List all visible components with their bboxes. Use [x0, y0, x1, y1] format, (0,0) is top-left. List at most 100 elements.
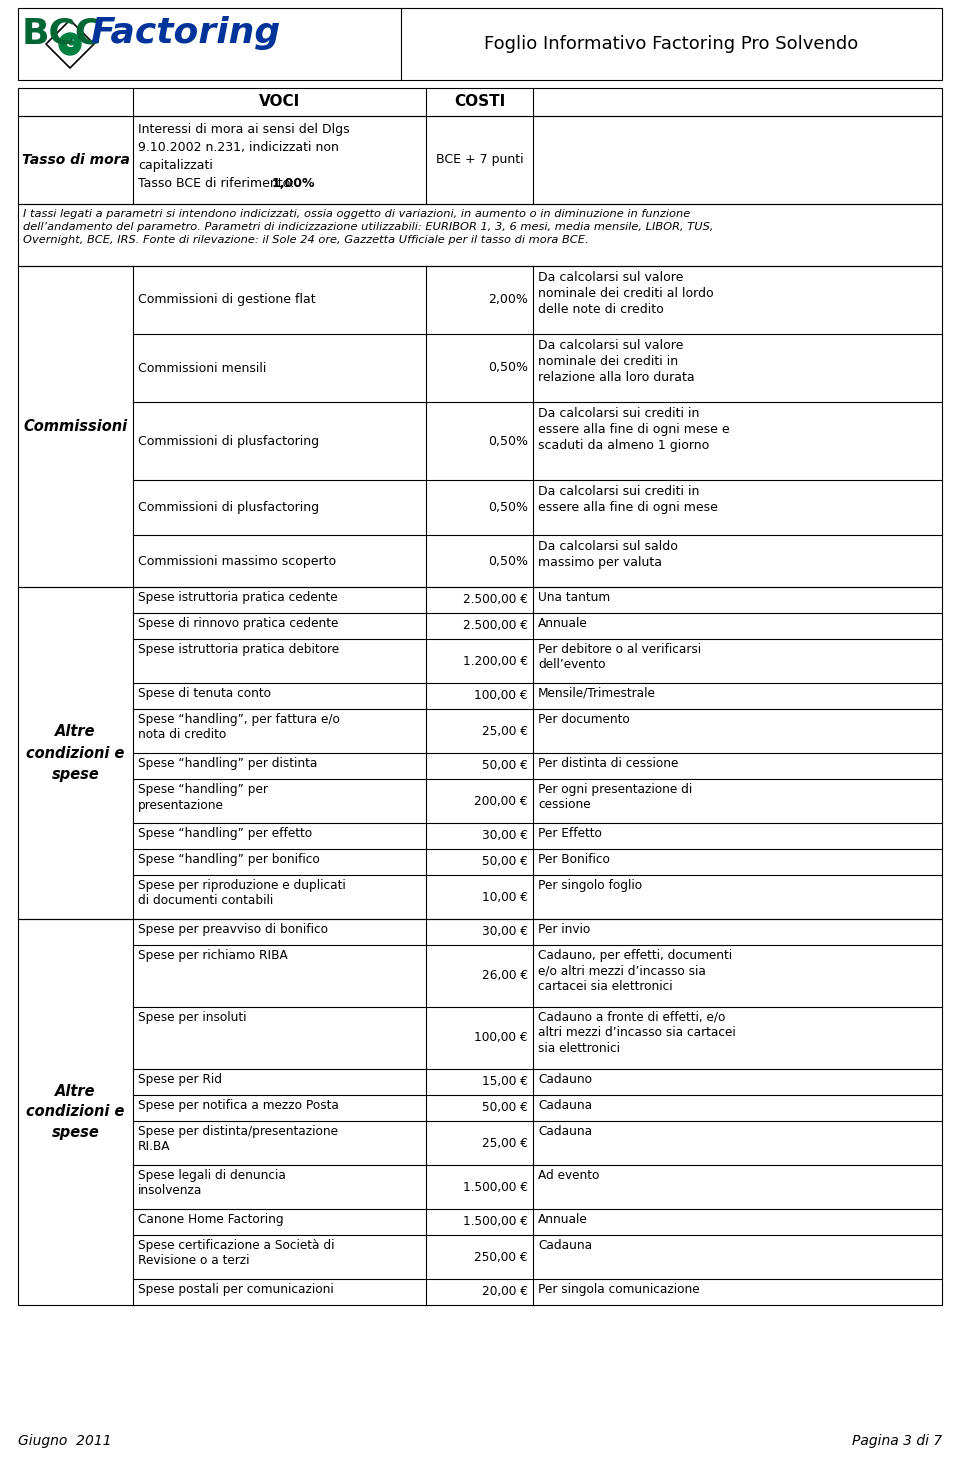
Text: 0,50%: 0,50% [488, 554, 528, 567]
Text: 10,00 €: 10,00 € [482, 891, 528, 903]
Text: 1.200,00 €: 1.200,00 € [463, 654, 528, 667]
Bar [18, 267, 942, 588]
Text: 2.500,00 €: 2.500,00 € [463, 620, 528, 632]
Text: COSTI: COSTI [454, 94, 505, 109]
Text: Cadauno: Cadauno [538, 1072, 592, 1086]
Text: Altre
condizioni e
spese: Altre condizioni e spese [26, 1084, 125, 1140]
Bar [18, 203, 942, 267]
Text: Per debitore o al verificarsi
dell’evento: Per debitore o al verificarsi dell’event… [538, 644, 701, 672]
Text: Spese “handling” per bonifico: Spese “handling” per bonifico [138, 853, 320, 866]
Text: Spese legali di denuncia
insolvenza: Spese legali di denuncia insolvenza [138, 1170, 286, 1198]
Text: 50,00 €: 50,00 € [482, 760, 528, 772]
Text: Spese istruttoria pratica debitore: Spese istruttoria pratica debitore [138, 644, 339, 655]
Text: 100,00 €: 100,00 € [474, 1031, 528, 1044]
Text: Da calcolarsi sul valore
nominale dei crediti al lordo
delle note di credito: Da calcolarsi sul valore nominale dei cr… [538, 271, 713, 317]
Bar [18, 7, 942, 80]
Text: Cadauna: Cadauna [538, 1125, 592, 1139]
Text: 9.10.2002 n.231, indicizzati non: 9.10.2002 n.231, indicizzati non [138, 141, 339, 155]
Text: Tasso di mora: Tasso di mora [21, 153, 130, 166]
Text: Commissioni di plusfactoring: Commissioni di plusfactoring [138, 435, 319, 448]
Text: 15,00 €: 15,00 € [482, 1075, 528, 1089]
Text: Mensile/Trimestrale: Mensile/Trimestrale [538, 686, 656, 700]
Text: 200,00 €: 200,00 € [474, 794, 528, 807]
Text: Spese per Rid: Spese per Rid [138, 1072, 222, 1086]
Text: Altre
condizioni e
spese: Altre condizioni e spese [26, 725, 125, 782]
Text: Per distinta di cessione: Per distinta di cessione [538, 757, 679, 770]
Text: Giugno  2011: Giugno 2011 [18, 1435, 111, 1448]
Text: Annuale: Annuale [538, 617, 588, 630]
Text: Tasso BCE di riferimento:: Tasso BCE di riferimento: [138, 177, 299, 190]
Text: 50,00 €: 50,00 € [482, 856, 528, 869]
Text: Commissioni di gestione flat: Commissioni di gestione flat [138, 293, 316, 306]
Text: Commissioni di plusfactoring: Commissioni di plusfactoring [138, 501, 319, 514]
Text: Per Bonifico: Per Bonifico [538, 853, 610, 866]
Text: Per singolo foglio: Per singolo foglio [538, 879, 642, 893]
Text: Spese per riproduzione e duplicati
di documenti contabili: Spese per riproduzione e duplicati di do… [138, 879, 346, 907]
Text: Spese “handling” per effetto: Spese “handling” per effetto [138, 826, 312, 840]
Text: 0,50%: 0,50% [488, 435, 528, 448]
Text: Spese istruttoria pratica cedente: Spese istruttoria pratica cedente [138, 591, 338, 604]
Text: 250,00 €: 250,00 € [474, 1251, 528, 1264]
Bar [18, 919, 942, 1305]
Text: BCC: BCC [22, 16, 103, 50]
Text: Spese per distinta/presentazione
RI.BA: Spese per distinta/presentazione RI.BA [138, 1125, 338, 1153]
Text: 25,00 €: 25,00 € [482, 725, 528, 738]
Text: Per singola comunicazione: Per singola comunicazione [538, 1283, 700, 1296]
Text: Spese per preavviso di bonifico: Spese per preavviso di bonifico [138, 924, 328, 935]
Text: Annuale: Annuale [538, 1212, 588, 1226]
Text: 1.500,00 €: 1.500,00 € [463, 1180, 528, 1193]
Text: Da calcolarsi sul valore
nominale dei crediti in
relazione alla loro durata: Da calcolarsi sul valore nominale dei cr… [538, 339, 695, 384]
Text: Ad evento: Ad evento [538, 1170, 599, 1181]
Text: 30,00 €: 30,00 € [482, 925, 528, 938]
Text: Da calcolarsi sui crediti in
essere alla fine di ogni mese e
scaduti da almeno 1: Da calcolarsi sui crediti in essere alla… [538, 407, 730, 452]
Text: Commissioni: Commissioni [23, 418, 128, 435]
Text: Spese postali per comunicazioni: Spese postali per comunicazioni [138, 1283, 334, 1296]
Text: Per documento: Per documento [538, 713, 630, 726]
Text: Cadauna: Cadauna [538, 1099, 592, 1112]
Text: 2.500,00 €: 2.500,00 € [463, 594, 528, 607]
Text: Per invio: Per invio [538, 924, 590, 935]
Text: 1.500,00 €: 1.500,00 € [463, 1215, 528, 1228]
Circle shape [59, 32, 81, 55]
Text: 1,00%: 1,00% [272, 177, 316, 190]
Text: Cadauno a fronte di effetti, e/o
altri mezzi d’incasso sia cartacei
sia elettron: Cadauno a fronte di effetti, e/o altri m… [538, 1010, 735, 1055]
Text: 20,00 €: 20,00 € [482, 1286, 528, 1299]
Text: Spese per insoluti: Spese per insoluti [138, 1010, 247, 1024]
Text: Spese “handling”, per fattura e/o
nota di credito: Spese “handling”, per fattura e/o nota d… [138, 713, 340, 741]
Text: BCE + 7 punti: BCE + 7 punti [436, 153, 523, 166]
Text: Spese certificazione a Società di
Revisione o a terzi: Spese certificazione a Società di Revisi… [138, 1239, 334, 1267]
Text: Spese per richiamo RIBA: Spese per richiamo RIBA [138, 949, 288, 962]
Text: I tassi legati a parametri si intendono indicizzati, ossia oggetto di variazioni: I tassi legati a parametri si intendono … [23, 209, 713, 245]
Text: Per ogni presentazione di
cessione: Per ogni presentazione di cessione [538, 784, 692, 812]
Text: Foglio Informativo Factoring Pro Solvendo: Foglio Informativo Factoring Pro Solvend… [485, 35, 858, 53]
Bar [18, 588, 942, 919]
Text: Canone Home Factoring: Canone Home Factoring [138, 1212, 283, 1226]
Text: Per Effetto: Per Effetto [538, 826, 602, 840]
Text: Da calcolarsi sui crediti in
essere alla fine di ogni mese: Da calcolarsi sui crediti in essere alla… [538, 485, 718, 514]
Text: Da calcolarsi sul saldo
massimo per valuta: Da calcolarsi sul saldo massimo per valu… [538, 541, 678, 569]
Text: 25,00 €: 25,00 € [482, 1137, 528, 1149]
Text: Cadauna: Cadauna [538, 1239, 592, 1252]
Text: Interessi di mora ai sensi del Dlgs: Interessi di mora ai sensi del Dlgs [138, 124, 349, 136]
Bar [18, 116, 942, 203]
Text: Spese di tenuta conto: Spese di tenuta conto [138, 686, 271, 700]
Text: Pagina 3 di 7: Pagina 3 di 7 [852, 1435, 942, 1448]
Text: 0,50%: 0,50% [488, 361, 528, 374]
Text: capitalizzati: capitalizzati [138, 159, 213, 172]
Text: Spese “handling” per
presentazione: Spese “handling” per presentazione [138, 784, 268, 812]
Text: Commissioni massimo scoperto: Commissioni massimo scoperto [138, 554, 336, 567]
Text: 100,00 €: 100,00 € [474, 689, 528, 703]
Text: Spese per notifica a mezzo Posta: Spese per notifica a mezzo Posta [138, 1099, 339, 1112]
Text: Cadauno, per effetti, documenti
e/o altri mezzi d’incasso sia
cartacei sia elett: Cadauno, per effetti, documenti e/o altr… [538, 949, 732, 993]
Text: Factoring: Factoring [90, 16, 280, 50]
Text: Una tantum: Una tantum [538, 591, 611, 604]
Bar [18, 88, 942, 116]
Text: Commissioni mensili: Commissioni mensili [138, 361, 266, 374]
Text: Spese di rinnovo pratica cedente: Spese di rinnovo pratica cedente [138, 617, 338, 630]
Text: 30,00 €: 30,00 € [482, 829, 528, 843]
Text: 26,00 €: 26,00 € [482, 969, 528, 982]
Text: VOCI: VOCI [259, 94, 300, 109]
Text: C: C [66, 38, 74, 49]
Text: Spese “handling” per distinta: Spese “handling” per distinta [138, 757, 318, 770]
Text: 50,00 €: 50,00 € [482, 1102, 528, 1115]
